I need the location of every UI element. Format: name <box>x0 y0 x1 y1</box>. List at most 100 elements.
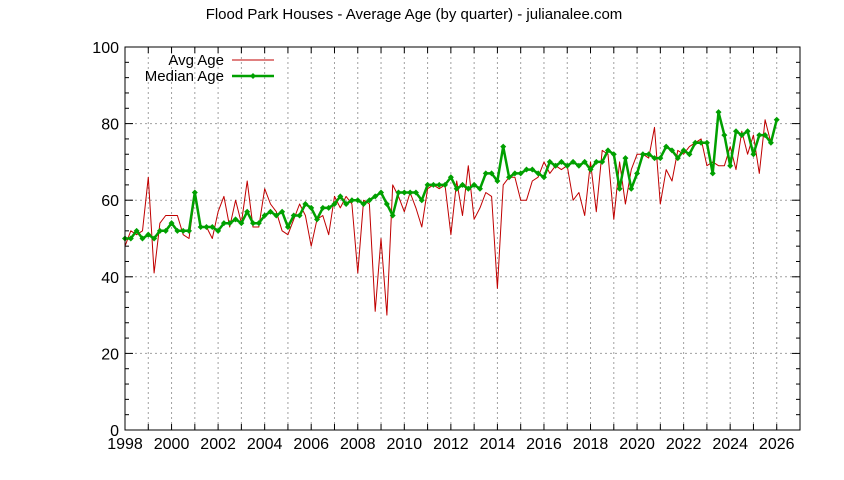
data-point-marker <box>244 208 251 215</box>
x-tick-label: 2026 <box>759 436 795 453</box>
data-point-marker <box>500 143 507 150</box>
avg-age-line <box>124 119 772 316</box>
data-point-marker <box>465 185 472 192</box>
y-tick-label: 100 <box>92 40 119 57</box>
data-point-marker <box>651 155 658 162</box>
data-point-marker <box>575 162 582 169</box>
data-point-marker <box>540 174 547 181</box>
data-point-marker <box>133 227 140 234</box>
data-point-marker <box>639 151 646 158</box>
data-point-marker <box>715 109 722 116</box>
data-point-marker <box>238 220 245 227</box>
data-point-marker <box>250 220 257 227</box>
data-point-marker <box>319 204 326 211</box>
data-point-marker <box>523 166 530 173</box>
data-point-marker <box>558 158 565 165</box>
data-point-marker <box>738 132 745 139</box>
data-point-marker <box>511 170 518 177</box>
data-point-marker <box>663 143 670 150</box>
chart-title: Flood Park Houses - Average Age (by quar… <box>0 6 844 23</box>
data-point-marker <box>412 189 419 196</box>
data-point-marker <box>168 220 175 227</box>
data-point-marker <box>430 181 437 188</box>
data-point-marker <box>610 151 617 158</box>
data-point-marker <box>604 147 611 154</box>
data-point-marker <box>529 166 536 173</box>
data-point-marker <box>628 185 635 192</box>
x-tick-label: 2018 <box>573 436 609 453</box>
chart-title-text: Flood Park Houses - Average Age (by quar… <box>205 6 623 23</box>
data-point-marker <box>325 204 332 211</box>
x-tick-label: 2024 <box>712 436 748 453</box>
x-tick-label: 2006 <box>293 436 329 453</box>
data-point-marker <box>680 147 687 154</box>
data-point-marker <box>191 189 198 196</box>
x-tick-label: 2022 <box>666 436 702 453</box>
x-tick-label: 2004 <box>247 436 283 453</box>
data-point-marker <box>686 151 693 158</box>
data-point-marker <box>436 181 443 188</box>
plot-frame <box>124 46 801 431</box>
x-tick-label: 2016 <box>526 436 562 453</box>
data-point-marker <box>156 227 163 234</box>
data-point-marker <box>570 158 577 165</box>
data-point-marker <box>674 155 681 162</box>
data-point-marker <box>645 151 652 158</box>
data-point-marker <box>203 224 210 231</box>
data-point-marker <box>535 170 542 177</box>
data-point-marker <box>471 181 478 188</box>
data-point-marker <box>622 155 629 162</box>
data-point-marker <box>209 224 216 231</box>
data-point-marker <box>343 201 350 208</box>
y-axis-tick-labels: 0 20 40 60 80 100 <box>92 40 119 440</box>
data-point-marker <box>418 197 425 204</box>
x-tick-label: 2000 <box>154 436 190 453</box>
data-point-marker <box>145 231 152 238</box>
data-point-marker <box>773 116 780 123</box>
data-point-marker <box>692 139 699 146</box>
data-point-marker <box>401 189 408 196</box>
data-point-marker <box>488 170 495 177</box>
data-point-marker <box>354 197 361 204</box>
data-point-marker <box>226 220 233 227</box>
data-point-marker <box>750 151 757 158</box>
data-point-marker <box>139 235 146 242</box>
data-point-marker <box>383 201 390 208</box>
data-point-marker <box>296 212 303 219</box>
data-point-marker <box>180 227 187 234</box>
data-point-marker <box>616 185 623 192</box>
data-point-marker <box>314 216 321 223</box>
data-point-marker <box>552 162 559 169</box>
data-point-marker <box>215 227 222 234</box>
legend-label: Median Age <box>145 68 224 85</box>
data-point-marker <box>668 147 675 154</box>
data-point-marker <box>517 170 524 177</box>
x-tick-label: 2012 <box>433 436 469 453</box>
data-point-marker <box>407 189 414 196</box>
data-point-marker <box>762 132 769 139</box>
grid-lines <box>125 47 800 430</box>
x-tick-label: 2010 <box>387 436 423 453</box>
data-point-marker <box>151 235 158 242</box>
data-point-marker <box>267 208 274 215</box>
x-tick-label: 1998 <box>107 436 143 453</box>
data-point-marker <box>744 128 751 135</box>
y-tick-label: 0 <box>110 423 119 440</box>
minor-ticks <box>124 46 801 431</box>
data-point-marker <box>447 174 454 181</box>
x-tick-label: 2014 <box>480 436 516 453</box>
data-point-marker <box>459 181 466 188</box>
data-point-marker <box>360 201 367 208</box>
y-tick-label: 80 <box>101 117 119 134</box>
data-point-marker <box>197 224 204 231</box>
data-point-marker <box>482 170 489 177</box>
data-point-marker <box>727 162 734 169</box>
data-point-marker <box>232 216 239 223</box>
data-point-marker <box>424 181 431 188</box>
data-point-marker <box>599 158 606 165</box>
data-point-marker <box>284 224 291 231</box>
data-point-marker <box>634 170 641 177</box>
data-point-marker <box>564 162 571 169</box>
